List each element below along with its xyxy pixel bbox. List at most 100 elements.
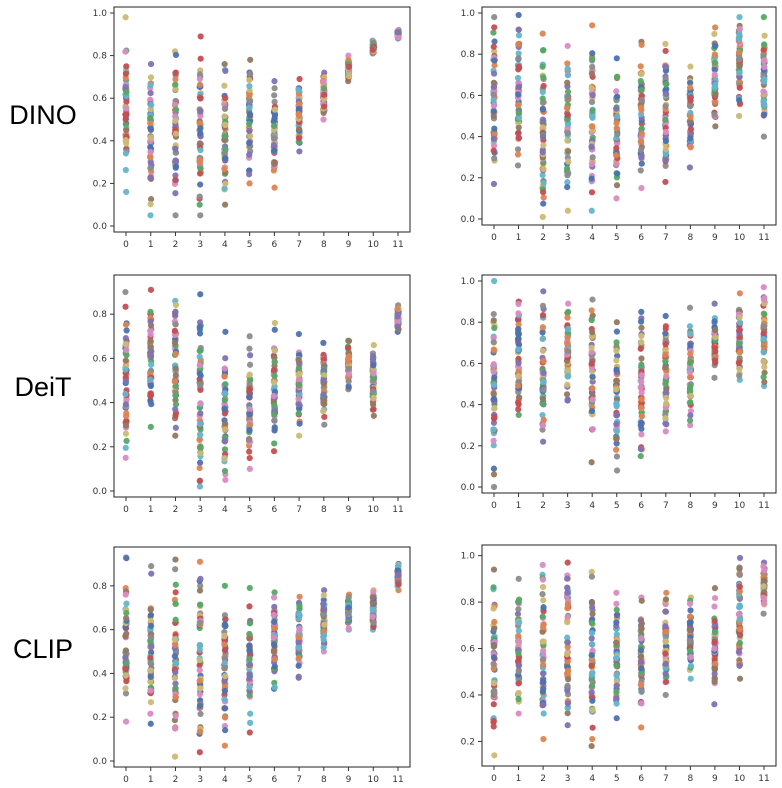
scatter-point	[564, 676, 572, 683]
scatter-point	[270, 122, 278, 130]
scatter-point	[613, 195, 620, 202]
scatter-point	[394, 29, 401, 36]
x-tick-label: 4	[589, 233, 595, 243]
scatter-point	[589, 610, 596, 618]
scatter-point	[222, 121, 229, 129]
scatter-point	[271, 115, 278, 122]
scatter-point	[589, 154, 596, 161]
scatter-point	[197, 55, 204, 62]
scatter-point	[271, 98, 278, 105]
x-tick-label: 2	[540, 233, 546, 243]
scatter-point	[589, 123, 596, 130]
scatter-point	[197, 147, 204, 154]
scatter-point	[614, 131, 621, 138]
y-tick-label: 0.4	[93, 137, 108, 147]
x-tick-label: 8	[321, 240, 327, 250]
scatter-point	[736, 626, 744, 633]
scatter-point	[271, 78, 278, 85]
scatter-point	[490, 142, 498, 149]
scatter-point	[539, 613, 546, 620]
scatter-point	[638, 597, 645, 604]
scatter-point	[613, 120, 620, 127]
scatter-point	[147, 81, 154, 89]
scatter-point	[197, 112, 204, 120]
scatter-point	[515, 598, 522, 606]
scatter-point	[246, 180, 253, 187]
scatter-point	[122, 150, 129, 157]
scatter-point	[222, 180, 229, 187]
scatter-point	[564, 72, 571, 79]
x-tick-label: 1	[516, 233, 522, 243]
scatter-point	[638, 635, 645, 642]
scatter-point	[147, 119, 154, 127]
scatter-point	[589, 107, 596, 114]
scatter-point	[123, 63, 130, 70]
scatter-point	[588, 662, 595, 670]
scatter-point	[539, 149, 546, 156]
scatter-point	[491, 125, 498, 132]
scatter-point	[539, 638, 546, 645]
scatter-point	[637, 77, 644, 85]
scatter-point	[123, 89, 130, 96]
y-tick-label: 0.8	[461, 50, 476, 60]
scatter-point	[295, 135, 303, 142]
scatter-point	[564, 601, 571, 608]
scatter-point	[588, 207, 595, 214]
scatter-point	[662, 650, 669, 657]
scatter-point	[271, 184, 278, 191]
scatter-point	[711, 638, 718, 645]
y-tick-label: 0.6	[461, 645, 476, 655]
scatter-point	[515, 695, 522, 703]
x-tick-label: 10	[368, 240, 380, 250]
scatter-point	[147, 74, 155, 81]
scatter-point	[515, 710, 522, 717]
scatter-point	[637, 653, 645, 660]
scatter-point	[564, 700, 571, 707]
scatter-point	[565, 170, 572, 177]
scatter-point	[515, 627, 522, 634]
scatter-point	[687, 675, 694, 682]
scatter-point	[147, 114, 154, 122]
scatter-point	[687, 653, 694, 661]
scatter-point	[711, 629, 719, 636]
scatter-point	[687, 662, 695, 669]
scatter-point	[172, 69, 179, 76]
scatter-point	[564, 65, 571, 72]
scatter-point	[172, 176, 179, 184]
scatter-point	[638, 665, 645, 672]
x-tick-label: 11	[392, 240, 403, 250]
scatter-point	[122, 70, 129, 77]
scatter-point	[197, 95, 204, 102]
scatter-point	[736, 662, 743, 669]
scatter-point	[246, 92, 253, 99]
scatter-point	[539, 63, 546, 70]
scatter-point	[589, 697, 596, 704]
scatter-point	[270, 160, 278, 167]
scatter-point	[687, 647, 694, 654]
scatter-point	[172, 130, 180, 137]
row-label-clip: CLIP	[12, 634, 74, 664]
scatter-point	[613, 105, 620, 112]
scatter-point	[515, 83, 523, 90]
scatter-point	[221, 185, 228, 192]
y-tick-label: 0.0	[93, 222, 108, 232]
scatter-point	[564, 584, 571, 591]
scatter-point	[662, 623, 669, 630]
scatter-point	[539, 561, 546, 569]
scatter-point	[246, 111, 254, 118]
scatter-point	[687, 607, 694, 614]
scatter-point	[613, 655, 620, 662]
scatter-point	[222, 146, 229, 153]
scatter-point	[539, 656, 547, 663]
scatter-point	[296, 126, 303, 133]
scatter-point	[197, 130, 204, 137]
scatter-point	[197, 33, 204, 40]
scatter-point	[565, 148, 572, 155]
scatter-point	[589, 114, 596, 121]
y-tick-label: 0.4	[461, 691, 476, 701]
x-tick-label: 2	[540, 774, 546, 784]
scatter-point	[197, 165, 204, 172]
scatter-point	[172, 172, 179, 179]
